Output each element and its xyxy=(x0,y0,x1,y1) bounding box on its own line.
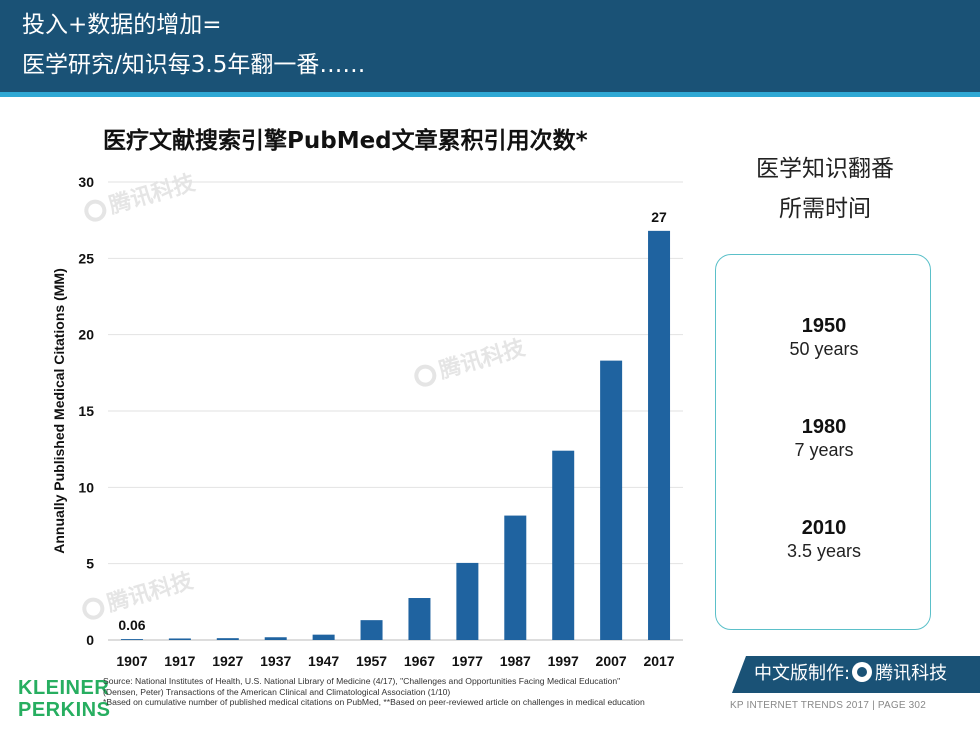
x-tick-label: 1997 xyxy=(548,653,579,669)
header-title-line2: 医学研究/知识每3.5年翻一番…… xyxy=(22,52,366,78)
x-tick-label: 1977 xyxy=(452,653,483,669)
milestone-2010: 2010 3.5 years xyxy=(716,516,932,562)
milestone-duration: 50 years xyxy=(789,339,859,359)
kleiner-perkins-logo-line1: KLEINER xyxy=(18,677,110,699)
source-note: Source: National Institutes of Health, U… xyxy=(103,676,713,708)
bar-1947 xyxy=(312,634,335,640)
bar-1917 xyxy=(168,638,191,640)
header-accent-stripe xyxy=(0,92,980,97)
doubling-time-panel: 1950 50 years 1980 7 years 2010 3.5 year… xyxy=(715,254,931,630)
bar-1927 xyxy=(216,638,239,640)
page-footer: KP INTERNET TRENDS 2017 | PAGE 302 xyxy=(730,700,926,711)
sidebar-title-line1: 医学知识翻番 xyxy=(756,156,894,182)
source-line-1: Source: National Institutes of Health, U… xyxy=(103,676,621,686)
bar-chart: 0 5 10 15 20 25 30 1907 1917 1927 1937 1947 1957 1967… xyxy=(51,174,683,669)
milestone-1980: 1980 7 years xyxy=(716,415,932,461)
milestone-duration: 7 years xyxy=(794,440,854,460)
milestone-year: 1980 xyxy=(801,416,847,438)
bar-1997 xyxy=(552,450,575,640)
y-axis-label: Annually Published Medical Citations (MM… xyxy=(51,268,67,553)
x-tick-label: 1927 xyxy=(212,653,243,669)
y-tick-label: 20 xyxy=(78,327,94,343)
x-tick-label: 1947 xyxy=(308,653,339,669)
y-tick-label: 15 xyxy=(78,403,94,419)
badge-brand: 腾讯科技 xyxy=(875,663,948,684)
x-tick-label: 1987 xyxy=(500,653,531,669)
kleiner-perkins-logo-line2: PERKINS xyxy=(18,699,111,721)
tencent-logo-icon xyxy=(852,662,873,682)
milestone-duration: 3.5 years xyxy=(786,541,862,561)
badge-text: 中文版制作: 腾讯科技 xyxy=(754,661,947,687)
bar-1957 xyxy=(360,620,383,640)
data-label: 0.06 xyxy=(118,617,145,633)
x-tick-label: 1917 xyxy=(164,653,195,669)
y-tick-label: 10 xyxy=(78,479,94,495)
x-tick-label: 1967 xyxy=(404,653,435,669)
header-banner: 投入+数据的增加= 医学研究/知识每3.5年翻一番…… xyxy=(0,0,980,92)
chinese-edition-badge: 中文版制作: 腾讯科技 xyxy=(732,656,980,693)
sidebar-title-line2: 所需时间 xyxy=(779,196,871,222)
y-tick-label: 5 xyxy=(86,556,94,572)
bar-2017 xyxy=(648,230,671,640)
bar-1967 xyxy=(408,598,431,640)
chart-title: 医疗文献搜索引擎PubMed文章累积引用次数* xyxy=(103,128,588,154)
y-tick-label: 25 xyxy=(78,250,94,266)
bar-1987 xyxy=(504,515,527,640)
x-tick-label: 1957 xyxy=(356,653,387,669)
milestone-year: 1950 xyxy=(801,315,847,337)
y-tick-label: 30 xyxy=(78,174,94,190)
bar-1937 xyxy=(264,637,287,640)
badge-prefix: 中文版制作: xyxy=(754,663,851,684)
source-line-3: *Based on cumulative number of published… xyxy=(103,697,645,707)
milestone-1950: 1950 50 years xyxy=(716,314,932,360)
bar-1907 xyxy=(120,639,143,640)
bar-2007 xyxy=(600,360,623,640)
source-line-2: (Densen, Peter) Transactions of the Amer… xyxy=(103,686,451,697)
milestone-year: 2010 xyxy=(801,517,847,539)
header-title-line1: 投入+数据的增加= xyxy=(22,12,222,38)
x-tick-label: 2017 xyxy=(643,653,674,669)
bar-1977 xyxy=(456,562,479,640)
x-tick-label: 1907 xyxy=(116,653,147,669)
x-tick-label: 2007 xyxy=(596,653,627,669)
y-tick-label: 0 xyxy=(86,632,94,648)
x-tick-label: 1937 xyxy=(260,653,291,669)
data-label: 27 xyxy=(651,209,667,225)
